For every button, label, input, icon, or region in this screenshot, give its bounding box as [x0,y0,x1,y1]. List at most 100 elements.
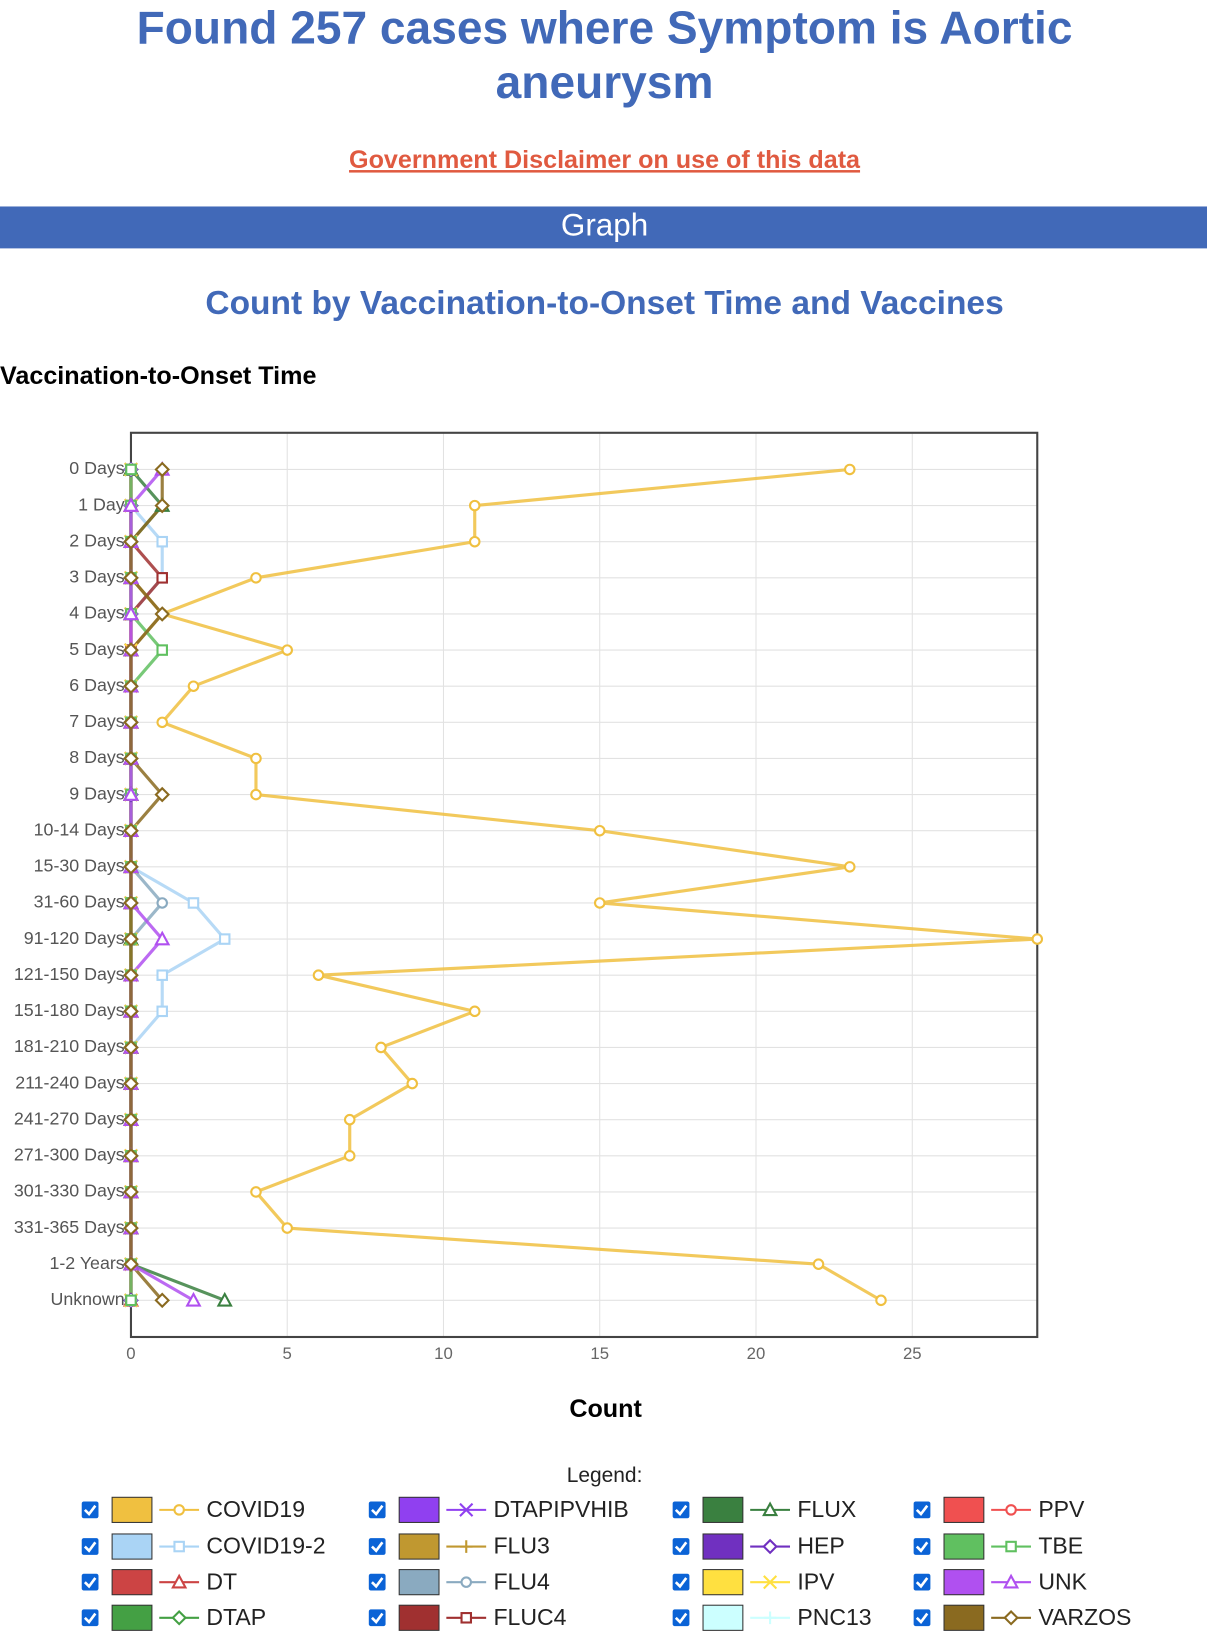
legend-label: IPV [797,1568,835,1594]
data-point [375,1041,387,1054]
y-tick-label: 2 Days [69,530,124,550]
legend-item[interactable]: DTAPIPVHIB [368,1496,629,1523]
legend-checkbox[interactable] [913,1609,931,1627]
data-point [123,1075,139,1092]
data-point [123,533,139,550]
disclaimer-link[interactable]: Government Disclaimer on use of this dat… [349,146,861,174]
x-tick-label: 5 [283,1344,292,1363]
legend-swatch [702,1569,744,1596]
legend-label: DT [206,1568,237,1594]
legend-checkbox[interactable] [672,1573,690,1591]
data-point [122,605,140,621]
legend-item[interactable]: COVID19 [81,1496,305,1523]
data-point [468,535,481,548]
legend-item[interactable]: FLU4 [368,1568,550,1596]
y-tick-label: 331-365 Days [14,1217,125,1237]
checkmark [371,1541,384,1553]
legend-checkbox[interactable] [672,1538,690,1555]
y-tick-label: 3 Days [69,567,124,587]
data-point [123,678,139,694]
y-tick-label: 121-150 Days [14,964,125,984]
legend-checkbox[interactable] [368,1501,386,1519]
data-point [812,1258,825,1270]
legend-checkbox[interactable] [672,1501,690,1519]
data-point [843,463,856,476]
legend-item[interactable]: IPV [672,1568,835,1596]
legend-item[interactable]: PPV [913,1496,1085,1523]
legend-item[interactable]: COVID19-2 [81,1533,326,1560]
data-point [593,824,606,837]
checkmark [674,1577,688,1589]
legend-label: TBE [1038,1533,1083,1559]
y-tick-label: 5 Days [69,639,124,659]
data-point [123,642,139,658]
data-point [154,461,170,478]
checkmark [915,1504,929,1517]
legend-checkbox[interactable] [81,1538,99,1555]
legend-checkbox[interactable] [81,1573,99,1591]
y-tick-label: 31-60 Days [34,892,125,912]
legend-swatch [398,1604,440,1631]
data-point [216,1291,233,1307]
data-point [250,572,262,584]
legend-item[interactable]: HEP [672,1533,845,1560]
data-point [154,930,171,946]
data-point [123,1220,139,1236]
legend-checkbox[interactable] [81,1609,99,1627]
checkmark [674,1504,688,1517]
data-point [154,1292,170,1309]
x-tick-label: 15 [590,1344,609,1363]
legend-item[interactable]: TBE [913,1533,1084,1560]
data-point [156,1005,168,1018]
legend-checkbox[interactable] [913,1538,931,1555]
y-tick-label: 10-14 Days [34,819,125,839]
data-point [468,499,481,512]
y-tick-label: 271-300 Days [14,1145,125,1165]
legend-swatch [702,1496,744,1523]
legend-label: FLUC4 [493,1604,566,1630]
y-tick-label: 211-240 Days [15,1072,125,1092]
legend-item[interactable]: FLUX [672,1496,857,1523]
legend-marker [460,1576,473,1588]
chart-title: Count by Vaccination-to-Onset Time and V… [205,285,1003,322]
plot-frame [129,431,1039,1339]
data-point [123,750,139,767]
legend-label: UNK [1038,1568,1087,1594]
legend-checkbox[interactable] [672,1609,690,1627]
legend-marker [460,1612,473,1624]
legend-checkbox[interactable] [81,1501,99,1519]
legend-label: VARZOS [1038,1604,1131,1630]
legend-item[interactable]: PNC13 [672,1604,872,1631]
legend-item[interactable]: FLUC4 [368,1604,567,1631]
y-tick-label: 9 Days [69,783,124,803]
y-tick-label: 7 Days [69,711,124,731]
y-tick-label: 15-30 Days [34,856,125,876]
legend-checkbox[interactable] [368,1609,386,1627]
legend-item[interactable]: DTAP [81,1604,266,1631]
legend-item[interactable]: VARZOS [913,1604,1132,1631]
y-tick-label: Unknown [50,1289,124,1309]
legend-checkbox[interactable] [368,1538,386,1555]
data-point [156,572,168,584]
y-tick-label: 8 Days [69,747,124,767]
data-point [123,967,139,983]
legend-swatch [398,1496,440,1523]
legend-checkbox[interactable] [368,1573,386,1591]
data-point [125,1294,137,1307]
legend-checkbox[interactable] [913,1573,931,1591]
legend-item[interactable]: UNK [913,1568,1088,1596]
data-point [156,969,168,981]
legend-item[interactable]: DT [81,1568,237,1596]
legend-marker [763,1575,778,1590]
data-point [281,644,293,656]
data-point [875,1294,887,1307]
data-point [187,897,200,909]
legend-checkbox[interactable] [913,1501,931,1519]
y-tick-label: 151-180 Days [14,1000,125,1020]
legend-item[interactable]: FLU3 [368,1533,550,1560]
legend-label: PPV [1038,1496,1085,1522]
legend-marker [459,1502,474,1517]
legend-marker [1005,1540,1017,1553]
